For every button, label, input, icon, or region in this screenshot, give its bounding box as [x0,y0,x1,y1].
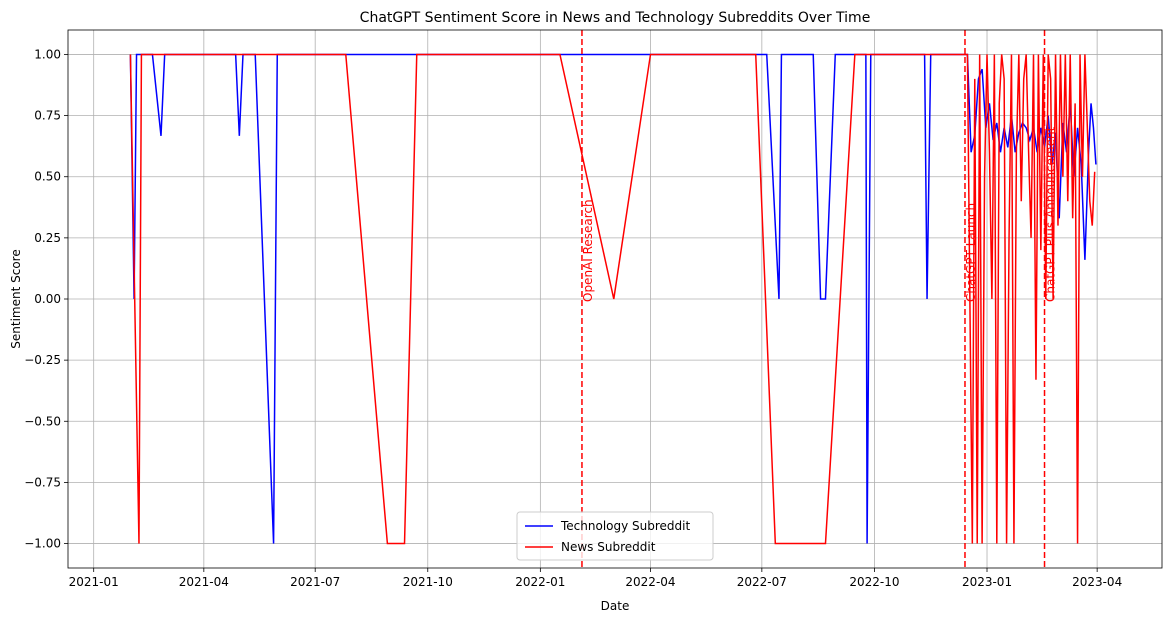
annotation-label: OpenAI Research [581,199,595,302]
y-tick-label: 0.50 [34,170,61,184]
series-line [129,53,1096,545]
x-axis-label: Date [601,599,630,613]
legend-box [516,511,714,561]
chart-title: ChatGPT Sentiment Score in News and Tech… [360,10,871,26]
x-tick-label: 2023-01 [962,575,1012,589]
x-tick-label: 2022-07 [737,575,787,589]
x-tick-label: 2022-01 [515,575,565,589]
legend-label: News Subreddit [561,540,656,554]
x-tick-label: 2021-10 [403,575,453,589]
x-tick-label: 2021-01 [69,575,119,589]
y-tick-label: 0.00 [34,292,61,306]
y-tick-label: 0.75 [34,109,61,123]
y-tick-label: −1.00 [24,537,61,551]
y-tick-label: −0.75 [24,475,61,489]
x-tick-label: 2022-10 [849,575,899,589]
y-tick-label: 1.00 [34,47,61,61]
x-tick-label: 2021-07 [290,575,340,589]
x-tick-label: 2023-04 [1072,575,1122,589]
y-tick-label: −0.25 [24,353,61,367]
y-axis-label: Sentiment Score [9,249,23,348]
annotation-label: ChatGPT Launch [964,203,978,302]
y-tick-label: −0.50 [24,414,61,428]
plot-frame [67,29,1163,569]
annotation-label: ChatGPT Plus Announcement [1044,126,1058,302]
legend: Technology Subreddit News Subreddit [516,511,714,561]
legend-label: Technology Subreddit [560,519,690,533]
x-tick-label: 2021-04 [179,575,229,589]
y-tick-label: 0.25 [34,231,61,245]
x-tick-label: 2022-04 [625,575,675,589]
